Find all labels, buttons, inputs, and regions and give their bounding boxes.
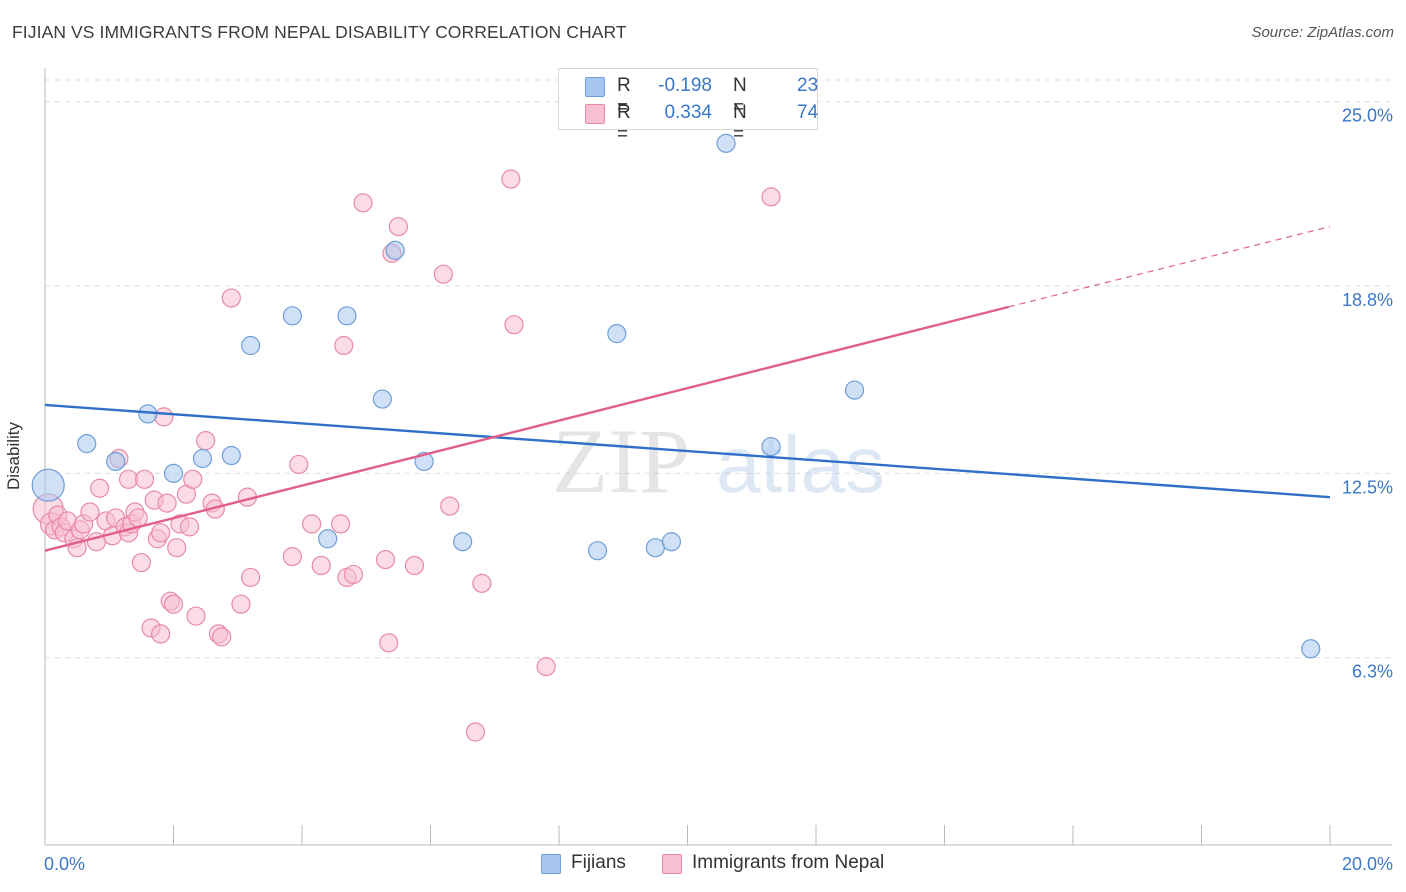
fijians-legend-label: Fijians [571,852,626,873]
data-point [289,454,309,475]
x-tick-label: 20.0% [1342,854,1393,874]
data-point [388,217,408,237]
data-point [90,478,110,498]
data-point [106,451,126,472]
data-point [128,508,148,528]
data-point [372,389,392,409]
nepal-swatch [585,104,605,124]
y-axis-label: Disability [4,421,23,491]
n-label: N = [733,75,747,118]
y-tick-label: 18.8% [1342,290,1393,310]
data-point [154,407,174,427]
data-point [77,434,97,454]
n-value: 74 [797,102,819,123]
nepal-legend-label: Immigrants from Nepal [692,852,885,873]
data-point [440,496,460,516]
data-point [343,564,363,585]
data-point [151,624,171,644]
r-value: -0.198 [658,75,712,96]
data-point [607,324,627,344]
data-point [302,514,322,534]
data-point [157,493,177,513]
x-tick-label: 0.0% [44,854,85,874]
data-point [241,335,261,356]
data-point [404,555,425,576]
watermark: ZIP atlas [552,410,885,512]
y-tick-label: 25.0% [1342,106,1393,126]
data-point [167,538,187,558]
data-point [661,532,682,552]
data-point [131,552,151,573]
data-point [716,133,736,153]
stats-legend: R = -0.198 N = 23 R = 0.334 N = 74 [558,68,819,145]
data-point [134,469,155,489]
points-layer [31,133,1321,742]
data-point [318,529,338,549]
trend-line-extension [1008,226,1331,308]
watermark-atlas: atlas [716,420,885,509]
data-point [433,264,453,284]
data-point [80,502,100,522]
data-point [1301,639,1321,659]
data-point [231,594,251,614]
n-label: N = [733,102,747,145]
data-point [353,193,373,213]
data-point [465,722,486,742]
data-point [282,306,302,326]
data-point [163,463,184,483]
nepal-legend-swatch [662,854,682,874]
data-point [587,541,608,561]
data-point [645,538,665,558]
watermark-zip: ZIP [552,410,690,512]
data-point [385,240,405,260]
data-point [504,315,524,335]
r-value: 0.334 [664,102,712,123]
data-point [151,523,171,543]
y-tick-label: 12.5% [1342,477,1393,497]
data-point [163,594,184,614]
data-point [221,288,241,308]
data-point [453,532,473,552]
data-point [337,306,357,326]
chart-title: FIJIAN VS IMMIGRANTS FROM NEPAL DISABILI… [12,22,627,42]
tick-labels: 6.3% 12.5% 18.8% 25.0% 0.0% 20.0% [44,106,1393,874]
data-point [221,445,241,466]
fijians-legend-swatch [541,854,561,874]
data-point [501,169,521,189]
data-point [179,517,200,537]
n-value: 23 [797,75,819,96]
trend-line [44,403,1331,499]
data-point [196,431,216,451]
data-point [536,657,556,677]
axes [44,68,1392,846]
y-tick-label: 6.3% [1352,662,1393,682]
data-point [379,633,399,653]
data-point [192,448,213,469]
data-point [761,437,781,457]
data-point [31,468,65,502]
data-point [118,469,139,489]
data-point [761,187,781,207]
source-label: Source: ZipAtlas.com [1251,24,1394,41]
data-point [212,627,232,647]
data-point [311,555,331,576]
data-point [375,549,396,570]
r-label: R = [617,75,631,118]
data-point [183,469,203,489]
data-point [334,335,354,356]
trend-line [44,305,1010,552]
data-point [186,606,206,626]
fijians-swatch [585,77,605,97]
trend-layer [44,226,1331,552]
data-point [241,567,261,588]
data-point [472,573,492,593]
data-point [330,514,351,534]
data-point [844,380,865,400]
data-point [282,547,302,567]
r-label: R = [617,102,631,145]
